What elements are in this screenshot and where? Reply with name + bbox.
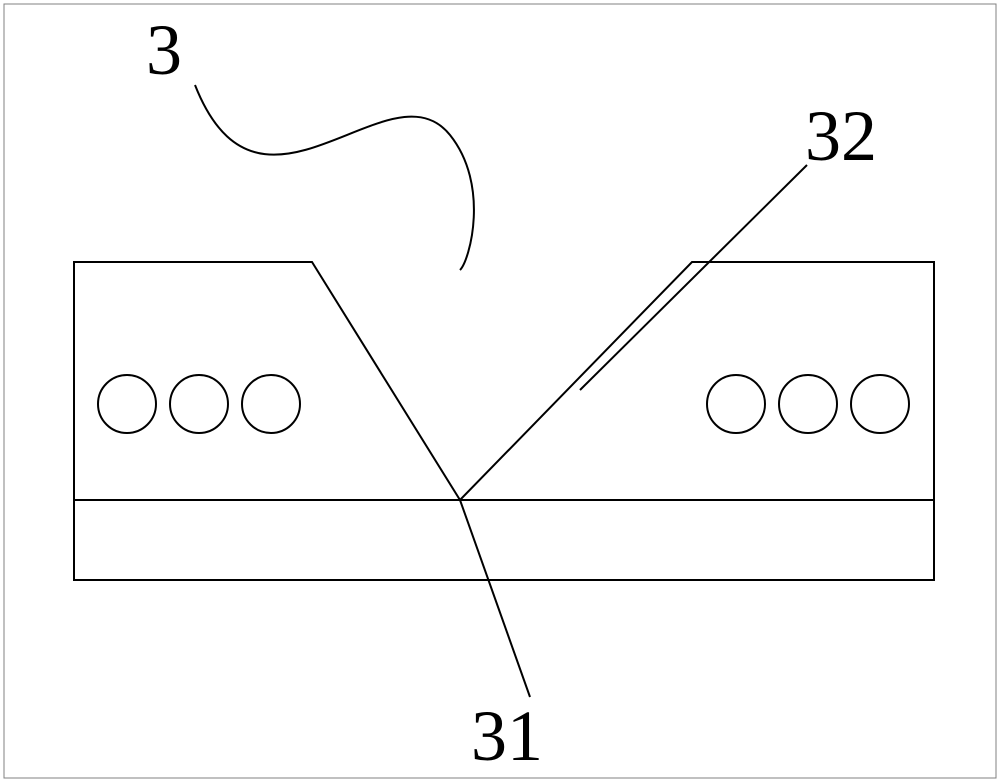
circle-group [98,375,909,433]
hole-circle [707,375,765,433]
label-32: 32 [805,100,877,172]
hole-circle [98,375,156,433]
hole-circle [779,375,837,433]
leader-line-31 [460,500,530,697]
block-outline [74,262,934,580]
hole-circle [851,375,909,433]
hole-circle [242,375,300,433]
leader-curve-3 [195,85,474,270]
hole-circle [170,375,228,433]
label-3: 3 [146,14,182,86]
label-31: 31 [471,700,543,772]
leader-line-32 [580,165,807,390]
